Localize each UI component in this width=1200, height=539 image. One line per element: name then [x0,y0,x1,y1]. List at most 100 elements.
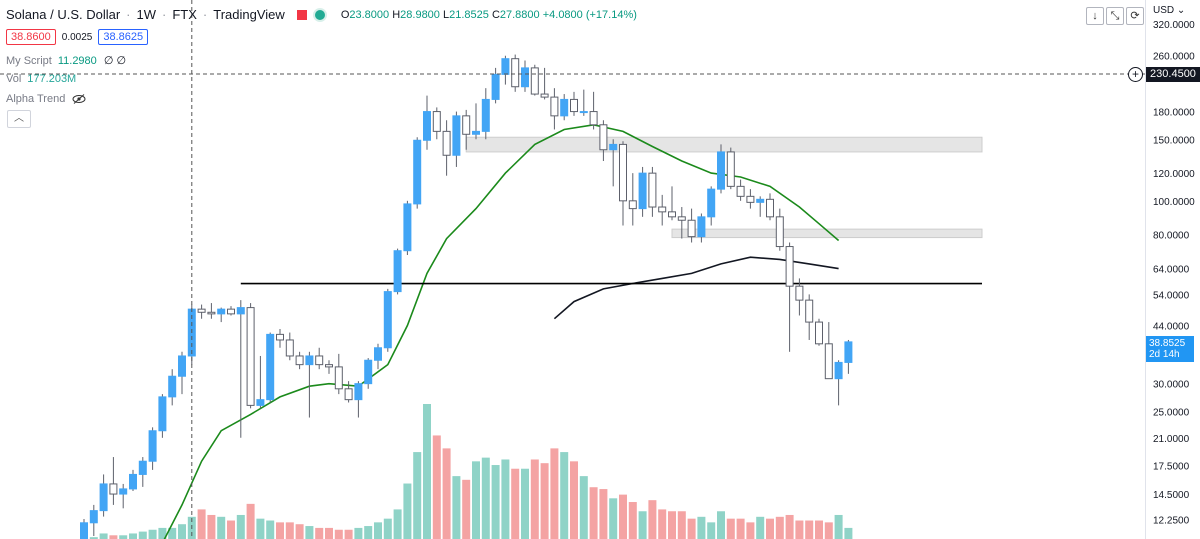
expand-icon[interactable]: ⤡ [1106,7,1124,25]
candle-body [295,355,304,366]
candle-body [766,198,774,218]
candle-body [334,366,343,390]
candle [697,213,706,243]
candle-body [481,98,490,132]
candle-body [80,522,88,539]
candle [805,294,814,340]
candle [383,288,392,352]
candle-body [158,396,167,432]
volume-bar [334,529,343,539]
eye-off-icon[interactable] [72,94,86,104]
candle [207,303,216,319]
candle-body [805,299,814,323]
candle-body [638,172,647,210]
candle-body [619,143,627,202]
candle [550,88,559,130]
volume-bar [227,520,235,539]
candle [560,94,569,121]
candle [246,303,255,409]
volume-bar [158,527,167,539]
symbol-title[interactable]: Solana / U.S. Dollar [6,7,121,22]
volume-bar [178,524,186,539]
candle [746,189,755,209]
volume-bar [354,527,363,539]
candle-body [775,216,784,248]
candle [599,120,608,161]
candle-body [119,488,128,495]
candle-body [746,195,755,203]
spread-value: 0.0025 [61,31,93,43]
volume-bar [736,518,745,539]
candle [589,91,598,130]
candle [815,318,823,346]
buy-button[interactable]: 38.8625 [98,29,149,45]
chart-header: Solana / U.S. Dollar · 1W · FTX · Tradin… [6,7,637,22]
candle [472,103,480,140]
candle-body [393,250,402,293]
candle [619,141,627,226]
candle [481,88,490,140]
y-tick-label: 17.5000 [1153,461,1190,472]
volume-bar [560,452,569,539]
sell-button[interactable]: 38.8600 [6,29,56,45]
volume-bar [285,522,294,539]
candle-body [325,364,333,368]
candle-body [354,383,363,401]
indicator-volume[interactable]: Vol 177.203M [6,73,77,85]
volume-bar [119,535,128,539]
volume-bar [364,526,373,539]
volume-bar [511,468,520,539]
volume-bar [432,435,441,539]
separator: · [202,7,208,22]
candle [217,307,226,323]
candle-body [227,308,235,315]
y-tick-label: 44.0000 [1153,321,1190,332]
volume-bar [805,520,814,539]
refresh-icon[interactable]: ⟳ [1126,7,1144,25]
volume-bar [815,520,823,539]
down-arrow-icon[interactable]: ↓ [1086,7,1104,25]
volume-bar [540,463,549,539]
market-status-icon [312,7,327,22]
separator: · [126,7,131,22]
candle [521,60,529,92]
volume-bar [491,465,500,539]
y-tick-label: 54.0000 [1153,290,1190,301]
volume-bar [717,511,725,539]
indicator-my-script[interactable]: My Script 11.2980 ∅ ∅ [6,55,127,67]
candle-body [197,308,206,313]
volume-bar [148,529,157,539]
volume-bar [423,404,431,539]
currency-selector[interactable]: USD ⌄ [1153,5,1186,16]
separator: · [162,7,167,22]
provider-label: TradingView [213,7,285,22]
volume-bar [844,527,853,539]
candle-body [236,307,245,315]
collapse-button[interactable]: ︿ [7,110,31,128]
volume-bar [609,498,618,539]
volume-bar [756,516,765,539]
volume-bar [530,459,539,539]
candle [138,457,147,487]
interval-label[interactable]: 1W [136,7,157,22]
candle [785,242,794,352]
candle [256,355,265,409]
candle-body [815,321,823,345]
candle-body [432,111,441,132]
supply-zone [671,228,983,239]
flag-icon[interactable] [296,9,307,20]
indicator-alpha-trend[interactable]: Alpha Trend [6,93,86,105]
candle-body [129,473,137,490]
volume-bar [452,476,461,539]
candle [766,193,774,221]
candle [187,304,196,365]
price-axis[interactable]: 320.0000 260.0000 180.0000 150.0000 120.0000… [1153,20,1195,526]
candle-body [677,216,686,221]
candle [501,55,510,85]
volume-bar [236,514,245,539]
candle-body [344,388,353,401]
volume-bar [658,509,667,539]
plus-icon[interactable]: + [1128,67,1143,83]
y-tick-label: 180.0000 [1153,108,1195,119]
